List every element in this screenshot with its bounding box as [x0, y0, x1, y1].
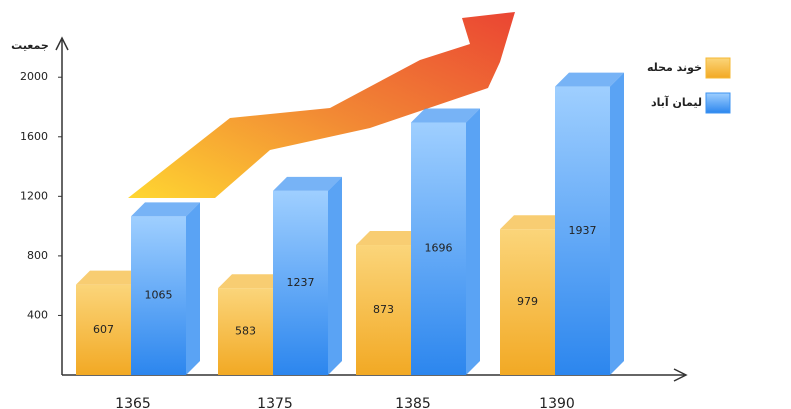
- y-tick-label: 1200: [20, 189, 48, 202]
- data-label: 583: [235, 325, 256, 338]
- y-tick-label: 800: [27, 249, 48, 262]
- bar-side: [186, 202, 200, 375]
- data-label: 873: [373, 303, 394, 316]
- bar-side: [610, 73, 624, 375]
- x-tick-label: 1375: [257, 396, 293, 409]
- legend-swatch: [706, 58, 730, 78]
- bar-side: [466, 108, 480, 375]
- y-tick-label: 1600: [20, 130, 48, 143]
- data-label: 979: [517, 295, 538, 308]
- bar-side: [328, 177, 342, 375]
- data-label: 1696: [425, 242, 453, 255]
- y-axis-label: جمعیت: [11, 39, 49, 52]
- x-tick-label: 1390: [539, 396, 575, 409]
- y-tick-label: 400: [27, 308, 48, 321]
- x-tick-label: 1385: [395, 396, 431, 409]
- y-tick-label: 2000: [20, 70, 48, 83]
- data-label: 607: [93, 323, 114, 336]
- data-label: 1065: [145, 289, 173, 302]
- x-tick-label: 1365: [115, 396, 151, 409]
- legend-label: لیمان آباد: [651, 95, 702, 109]
- data-label: 1937: [569, 224, 597, 237]
- legend-swatch: [706, 93, 730, 113]
- legend-label: خوند محله: [647, 61, 702, 74]
- data-label: 1237: [287, 276, 315, 289]
- chart: جمعیت 400 800 1200 1600 2000 1365 1375 1385 1390…: [0, 0, 791, 409]
